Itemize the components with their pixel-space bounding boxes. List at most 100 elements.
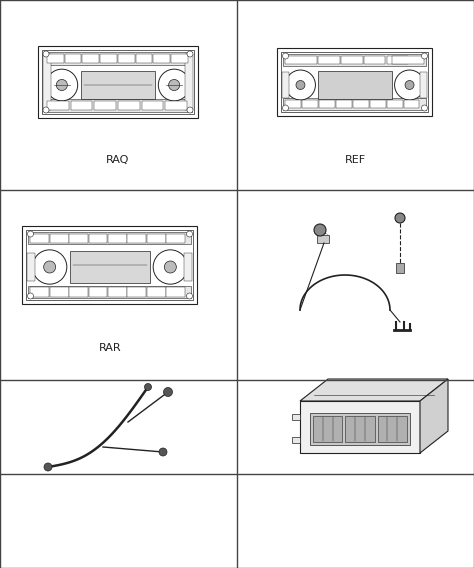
Circle shape [296, 81, 305, 90]
Circle shape [46, 69, 78, 101]
Circle shape [27, 293, 34, 299]
Bar [44, 99, 192, 112]
Bar [30, 287, 49, 296]
Text: REF: REF [345, 155, 365, 165]
Circle shape [159, 448, 167, 456]
Bar [283, 72, 290, 98]
Bar [28, 286, 191, 298]
Bar [108, 287, 127, 296]
Circle shape [169, 80, 180, 90]
Bar [302, 100, 318, 108]
Circle shape [285, 70, 315, 100]
Bar [118, 54, 135, 63]
Bar [364, 56, 385, 64]
Circle shape [33, 250, 67, 284]
Circle shape [153, 250, 188, 284]
Bar [71, 101, 92, 110]
Circle shape [164, 387, 173, 396]
Bar [118, 101, 140, 110]
Bar [38, 46, 198, 118]
Bar [142, 101, 164, 110]
Bar [387, 100, 402, 108]
Polygon shape [300, 379, 448, 401]
Circle shape [187, 51, 193, 57]
Circle shape [395, 213, 405, 223]
Bar [310, 413, 410, 445]
Bar [283, 54, 427, 66]
Bar [128, 287, 146, 296]
Bar [43, 54, 51, 110]
Circle shape [145, 383, 152, 391]
Bar [136, 54, 153, 63]
Bar [319, 71, 392, 99]
Bar [319, 56, 340, 64]
Circle shape [27, 231, 34, 237]
Bar [28, 232, 191, 244]
Circle shape [186, 231, 192, 237]
Bar [353, 100, 369, 108]
Bar [336, 100, 352, 108]
Bar [285, 56, 318, 64]
Bar [128, 233, 146, 243]
Bar [108, 233, 127, 243]
Bar [370, 100, 386, 108]
Bar [292, 414, 300, 420]
Bar [27, 253, 36, 281]
Circle shape [187, 107, 193, 113]
Bar [30, 233, 49, 243]
Bar [283, 98, 427, 110]
Bar [285, 100, 301, 108]
Bar [47, 101, 69, 110]
Bar [346, 416, 374, 442]
Bar [404, 100, 419, 108]
Bar [166, 233, 185, 243]
Bar [387, 56, 408, 64]
Bar [165, 101, 187, 110]
Bar [341, 56, 363, 64]
Bar [166, 287, 185, 296]
Circle shape [186, 293, 192, 299]
Bar [154, 54, 170, 63]
Bar [282, 52, 428, 112]
Bar [277, 48, 432, 116]
Bar [50, 287, 69, 296]
Bar [69, 233, 88, 243]
Bar [147, 233, 165, 243]
Bar [420, 72, 428, 98]
Text: RAQ: RAQ [106, 155, 130, 165]
Bar [317, 235, 329, 243]
Bar [185, 54, 193, 110]
Bar [89, 233, 108, 243]
Circle shape [283, 53, 289, 59]
Bar [42, 50, 194, 114]
Bar [292, 437, 300, 443]
Bar [70, 252, 150, 283]
Bar [319, 100, 335, 108]
Circle shape [421, 53, 428, 59]
Circle shape [43, 107, 49, 113]
Circle shape [56, 80, 67, 90]
Bar [313, 416, 342, 442]
Bar [184, 253, 192, 281]
Bar [396, 263, 404, 273]
Circle shape [44, 261, 55, 273]
Circle shape [394, 70, 425, 100]
Circle shape [283, 105, 289, 111]
Circle shape [43, 51, 49, 57]
Bar [171, 54, 188, 63]
Bar [22, 226, 198, 304]
Bar [300, 401, 420, 453]
Circle shape [314, 224, 326, 236]
Circle shape [158, 69, 190, 101]
Bar [81, 72, 155, 99]
Bar [50, 233, 69, 243]
Bar [44, 52, 192, 65]
Bar [147, 287, 165, 296]
Bar [47, 54, 64, 63]
Bar [69, 287, 88, 296]
Bar [94, 101, 116, 110]
Circle shape [164, 261, 176, 273]
Bar [392, 56, 425, 64]
Bar [65, 54, 82, 63]
Circle shape [405, 81, 414, 90]
